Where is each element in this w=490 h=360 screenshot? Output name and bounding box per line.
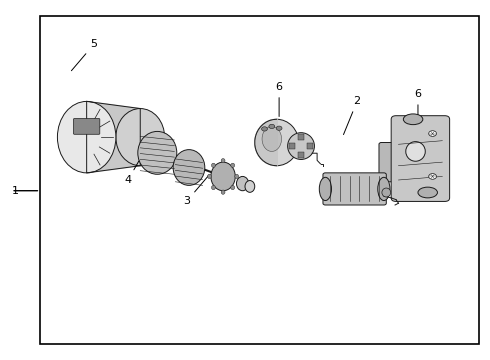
Ellipse shape	[245, 180, 255, 192]
Text: 6: 6	[415, 89, 421, 120]
Ellipse shape	[382, 188, 391, 197]
Circle shape	[429, 174, 437, 179]
Polygon shape	[87, 102, 140, 173]
Ellipse shape	[255, 119, 298, 166]
Ellipse shape	[418, 187, 438, 198]
Ellipse shape	[57, 102, 116, 173]
Ellipse shape	[116, 109, 165, 166]
Ellipse shape	[237, 176, 248, 191]
Ellipse shape	[378, 177, 390, 201]
Circle shape	[276, 126, 282, 130]
Ellipse shape	[212, 185, 216, 190]
Ellipse shape	[138, 131, 177, 174]
Ellipse shape	[262, 126, 282, 152]
Ellipse shape	[319, 177, 331, 201]
Text: 3: 3	[183, 175, 209, 206]
Ellipse shape	[211, 162, 235, 191]
Polygon shape	[255, 119, 277, 166]
Ellipse shape	[221, 158, 225, 163]
Ellipse shape	[212, 163, 216, 167]
Text: 1: 1	[11, 186, 19, 196]
Ellipse shape	[173, 150, 205, 185]
FancyBboxPatch shape	[74, 118, 100, 134]
Bar	[298, 134, 304, 140]
Text: 2: 2	[343, 96, 361, 135]
FancyBboxPatch shape	[379, 143, 403, 182]
Circle shape	[429, 131, 437, 136]
Ellipse shape	[235, 174, 239, 179]
Bar	[298, 152, 304, 158]
Ellipse shape	[403, 114, 423, 125]
Ellipse shape	[231, 185, 235, 190]
Circle shape	[262, 127, 268, 131]
FancyBboxPatch shape	[391, 116, 450, 202]
FancyBboxPatch shape	[323, 173, 386, 205]
Ellipse shape	[231, 163, 235, 167]
Bar	[289, 143, 295, 149]
Circle shape	[269, 124, 275, 129]
Text: 4: 4	[124, 161, 139, 185]
Bar	[307, 143, 313, 149]
Ellipse shape	[406, 141, 425, 161]
Ellipse shape	[221, 190, 225, 194]
Text: 5: 5	[72, 39, 98, 71]
Ellipse shape	[288, 133, 315, 159]
Text: 6: 6	[275, 82, 283, 117]
Ellipse shape	[207, 174, 211, 179]
